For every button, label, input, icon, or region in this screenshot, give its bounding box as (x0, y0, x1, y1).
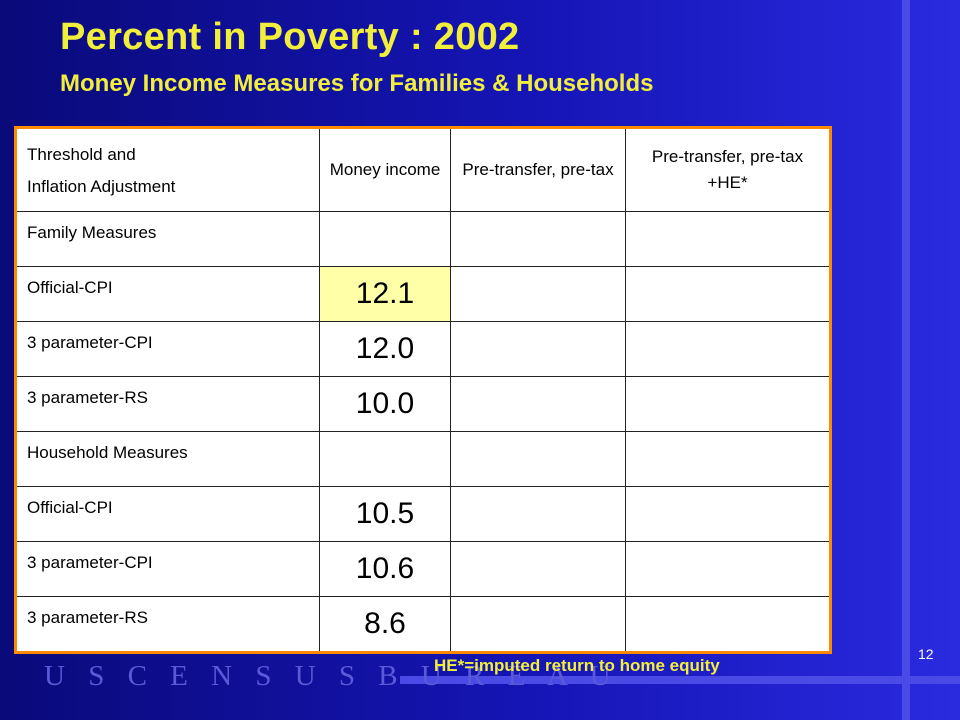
pre-transfer-cell (450, 541, 626, 597)
table-row: 3 parameter-CPI 12.0 (15, 321, 831, 377)
pre-transfer-he-cell (625, 321, 831, 377)
header-pre-transfer-he: Pre-transfer, pre-tax +HE* (625, 127, 831, 212)
table-row: Family Measures (15, 211, 831, 267)
row-label-text: Official-CPI (27, 498, 113, 517)
table-header-row: Threshold and Inflation Adjustment Money… (15, 127, 831, 212)
pre-transfer-cell (450, 486, 626, 542)
vertical-divider-line (902, 0, 910, 720)
table-row: Household Measures (15, 431, 831, 487)
row-label-text: 3 parameter-CPI (27, 333, 153, 352)
row-label: Official-CPI (15, 266, 320, 322)
pre-transfer-cell (450, 596, 626, 653)
table-row: Official-CPI 10.5 (15, 486, 831, 542)
pre-transfer-he-cell (625, 211, 831, 267)
table-row: 3 parameter-RS 8.6 (15, 596, 831, 653)
table-row: 3 parameter-CPI 10.6 (15, 541, 831, 597)
pre-transfer-he-cell (625, 431, 831, 487)
header-threshold-line1: Threshold and (27, 145, 136, 164)
row-label: 3 parameter-RS (15, 596, 320, 653)
money-income-cell: 8.6 (319, 596, 451, 653)
slide-title: Percent in Poverty : 2002 (60, 16, 520, 58)
row-label-text: 3 parameter-RS (27, 388, 148, 407)
pre-transfer-cell (450, 266, 626, 322)
table-row: 3 parameter-RS 10.0 (15, 376, 831, 432)
pre-transfer-he-cell (625, 266, 831, 322)
pre-transfer-cell (450, 376, 626, 432)
row-label-text: 3 parameter-RS (27, 608, 148, 627)
money-income-cell: 10.5 (319, 486, 451, 542)
money-income-cell: 10.6 (319, 541, 451, 597)
money-income-cell: 12.0 (319, 321, 451, 377)
row-label: Household Measures (15, 431, 320, 487)
row-label: Official-CPI (15, 486, 320, 542)
row-label-text: Official-CPI (27, 278, 113, 297)
pre-transfer-cell (450, 321, 626, 377)
footnote: HE*=imputed return to home equity (434, 656, 720, 675)
table-row: Official-CPI 12.1 (15, 266, 831, 322)
money-income-cell-highlighted: 12.1 (319, 266, 451, 322)
pre-transfer-he-cell (625, 541, 831, 597)
census-bureau-logo: U S C E N S U S B U R E A U (44, 660, 619, 692)
row-label: Family Measures (15, 211, 320, 267)
row-label: 3 parameter-CPI (15, 541, 320, 597)
pre-transfer-he-cell (625, 486, 831, 542)
header-threshold: Threshold and Inflation Adjustment (15, 127, 320, 212)
row-label-text: Household Measures (27, 443, 188, 462)
pre-transfer-he-cell (625, 596, 831, 653)
money-income-cell (319, 431, 451, 487)
header-threshold-line2: Inflation Adjustment (27, 177, 176, 196)
pre-transfer-cell (450, 431, 626, 487)
header-pre-transfer: Pre-transfer, pre-tax (450, 127, 626, 212)
money-income-cell: 10.0 (319, 376, 451, 432)
header-money-income: Money income (319, 127, 451, 212)
pre-transfer-cell (450, 211, 626, 267)
page-number: 12 (918, 646, 934, 662)
poverty-table: Threshold and Inflation Adjustment Money… (14, 126, 832, 654)
money-income-cell (319, 211, 451, 267)
slide-subtitle: Money Income Measures for Families & Hou… (60, 70, 654, 97)
row-label-text: 3 parameter-CPI (27, 553, 153, 572)
pre-transfer-he-cell (625, 376, 831, 432)
horizontal-divider-line (400, 676, 960, 684)
row-label: 3 parameter-RS (15, 376, 320, 432)
row-label-text: Family Measures (27, 223, 157, 242)
row-label: 3 parameter-CPI (15, 321, 320, 377)
